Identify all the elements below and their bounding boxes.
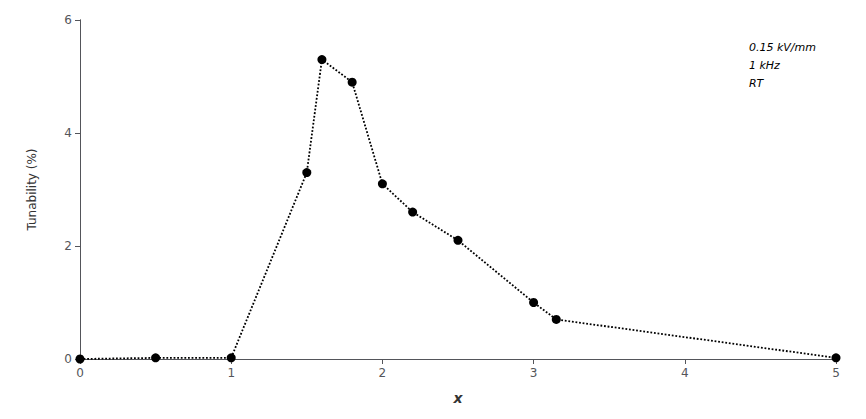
svg-text:1: 1 bbox=[227, 366, 235, 380]
svg-text:6: 6 bbox=[64, 13, 72, 27]
svg-text:3: 3 bbox=[530, 366, 538, 380]
svg-text:2: 2 bbox=[64, 239, 72, 253]
svg-text:x: x bbox=[452, 390, 463, 406]
svg-text:0.15 kV/mm: 0.15 kV/mm bbox=[749, 41, 816, 54]
svg-text:4: 4 bbox=[64, 126, 72, 140]
svg-text:0: 0 bbox=[76, 366, 84, 380]
svg-text:1 kHz: 1 kHz bbox=[749, 59, 780, 72]
svg-text:0: 0 bbox=[64, 352, 72, 366]
svg-text:RT: RT bbox=[749, 77, 765, 90]
svg-text:2: 2 bbox=[379, 366, 387, 380]
svg-text:5: 5 bbox=[832, 366, 840, 380]
svg-text:4: 4 bbox=[681, 366, 689, 380]
svg-text:Tunability (%): Tunability (%) bbox=[25, 148, 39, 231]
